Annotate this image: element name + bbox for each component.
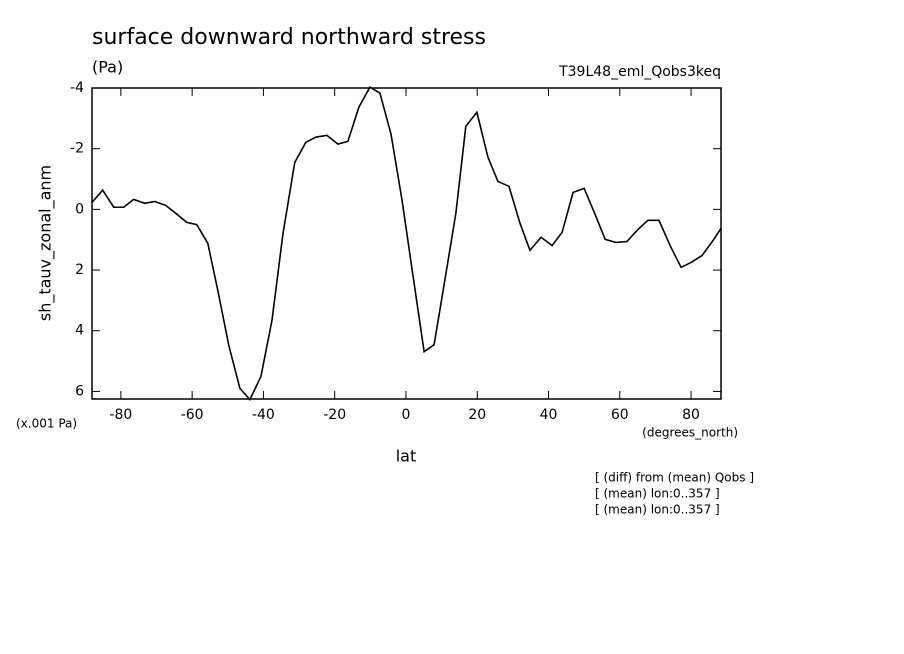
y-tick-label: -2 bbox=[70, 141, 84, 157]
y-axis-label: sh_tauv_zonal_anm bbox=[36, 165, 56, 321]
data-line bbox=[91, 85, 722, 402]
y-tick-label: 2 bbox=[75, 262, 84, 278]
note: [ (diff) from (mean) Qobs ] bbox=[595, 471, 754, 485]
x-tick-label: 20 bbox=[468, 407, 486, 423]
y-tick-label: 6 bbox=[75, 383, 84, 399]
y-tick-label: 0 bbox=[75, 201, 84, 217]
x-tick-label: -20 bbox=[323, 407, 346, 423]
note: [ (mean) lon:0..357 ] bbox=[595, 487, 720, 501]
x-tick-label: -40 bbox=[252, 407, 275, 423]
x-tick-label: -60 bbox=[181, 407, 204, 423]
x-tick-label: 40 bbox=[540, 407, 558, 423]
run-label: T39L48_eml_Qobs3keq bbox=[558, 64, 721, 80]
x-units: (degrees_north) bbox=[642, 426, 738, 440]
y-tick-label: -4 bbox=[70, 80, 84, 96]
x-tick-label: 60 bbox=[611, 407, 629, 423]
x-tick-label: -80 bbox=[109, 407, 132, 423]
x-tick-label: 80 bbox=[682, 407, 700, 423]
note: [ (mean) lon:0..357 ] bbox=[595, 503, 720, 517]
x-axis-label: lat bbox=[396, 447, 417, 466]
y-units: (x.001 Pa) bbox=[16, 417, 77, 431]
x-tick-label: 0 bbox=[402, 407, 411, 423]
plot-frame bbox=[91, 87, 722, 400]
chart-subtitle: (Pa) bbox=[92, 58, 123, 77]
chart-title: surface downward northward stress bbox=[92, 25, 486, 50]
y-tick-label: 4 bbox=[75, 323, 84, 339]
